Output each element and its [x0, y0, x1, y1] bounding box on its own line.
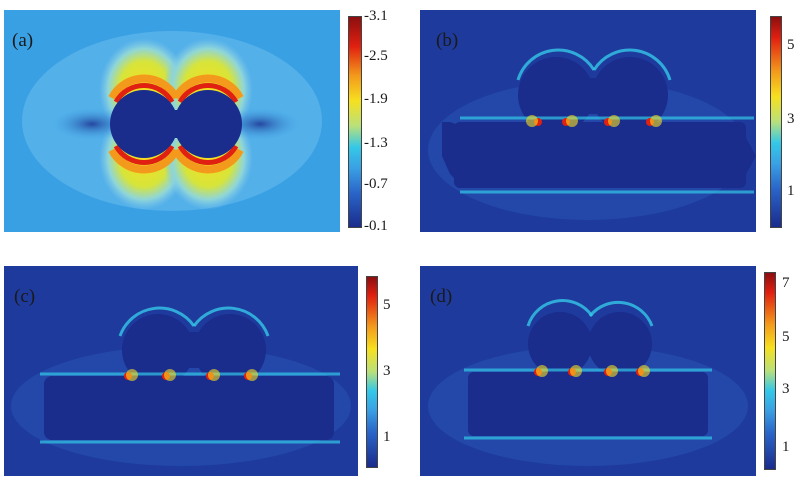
panel-label-c: (c) [14, 286, 36, 307]
colorbar-a-tick-2: -1.9 [364, 91, 388, 107]
colorbar-b-tick-0: 5 [787, 37, 795, 53]
field-map-d [420, 266, 756, 476]
panel-label-a: (a) [12, 30, 34, 51]
colorbar-b-tick-2: 1 [787, 183, 795, 199]
field-map-b [420, 10, 756, 232]
colorbar-a-tick-5: -0.1 [364, 218, 388, 234]
field-map-a [4, 10, 340, 232]
colorbar-a-tick-3: -1.3 [364, 135, 388, 151]
colorbar-d [764, 272, 776, 470]
colorbar-b-tick-1: 3 [787, 111, 795, 127]
colorbar-d-tick-3: 1 [782, 439, 790, 455]
colorbar-d-tick-1: 5 [782, 329, 790, 345]
colorbar-c-tick-2: 1 [383, 429, 391, 445]
colorbar-d-tick-2: 3 [782, 381, 790, 397]
colorbar-a-tick-4: -0.7 [364, 176, 388, 192]
colorbar-a-tick-1: -2.5 [364, 48, 388, 64]
colorbar-a-tick-0: -3.1 [364, 8, 388, 24]
colorbar-c-tick-1: 3 [383, 363, 391, 379]
colorbar-d-tick-0: 7 [782, 275, 790, 291]
colorbar-c-tick-0: 5 [383, 297, 391, 313]
colorbar-b [770, 16, 782, 228]
panel-label-b: (b) [436, 30, 459, 51]
colorbar-a [348, 16, 362, 228]
colorbar-c [366, 276, 378, 468]
panel-label-d: (d) [430, 286, 453, 307]
field-map-c [4, 266, 358, 476]
